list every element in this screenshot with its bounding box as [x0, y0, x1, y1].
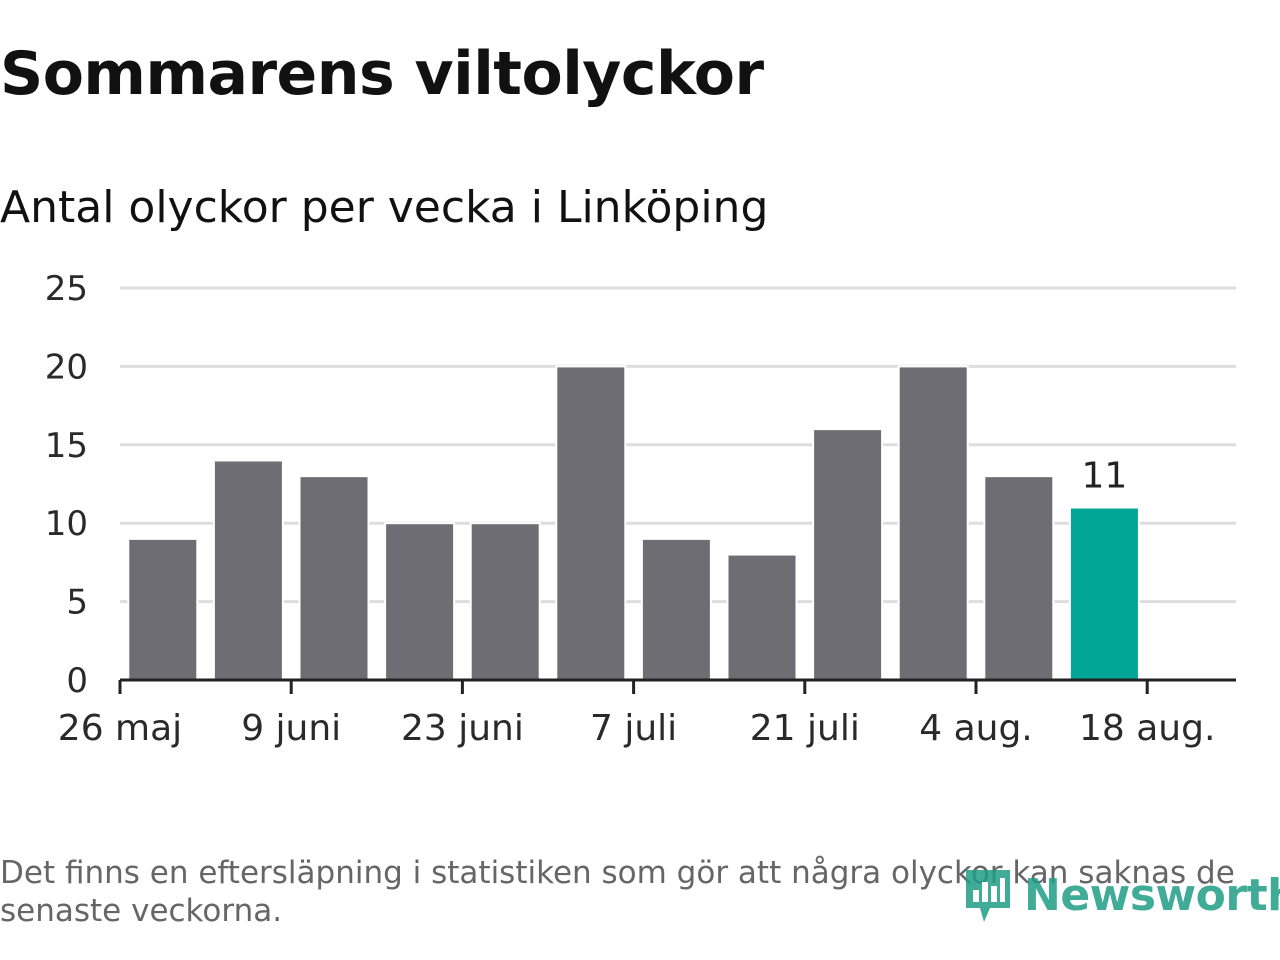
- x-tick-label: 18 aug.: [1079, 708, 1215, 749]
- y-axis-ticks: 0 5 10 15 20 25: [45, 269, 88, 701]
- newsworthy-logo-icon: [966, 870, 1010, 922]
- y-tick-label: 20: [45, 347, 88, 387]
- x-tick-label: 9 juni: [241, 708, 341, 749]
- data-label: 11: [1081, 456, 1127, 497]
- bar-highlight: [1068, 506, 1140, 681]
- bar: [555, 365, 627, 682]
- y-tick-label: 25: [45, 269, 88, 309]
- x-axis-ticks: 26 maj 9 juni 23 juni 7 juli 21 juli 4 aug. 18…: [58, 680, 1215, 749]
- y-tick-label: 5: [66, 583, 88, 623]
- bar: [640, 537, 712, 681]
- x-tick-label: 4 aug.: [919, 708, 1033, 749]
- bar: [469, 522, 541, 682]
- x-tick-label: 21 juli: [750, 708, 860, 749]
- bar: [298, 475, 370, 681]
- x-tick-label: 23 juni: [401, 708, 524, 749]
- logo-text: Newsworthy: [1024, 869, 1280, 921]
- bar: [212, 459, 284, 681]
- bar: [726, 553, 798, 681]
- footnote: Det finns en eftersläpning i statistiken…: [0, 855, 1235, 929]
- x-tick-label: 26 maj: [58, 708, 182, 749]
- chart-subtitle: Antal olyckor per vecka i Linköping: [0, 182, 769, 233]
- bar: [127, 537, 199, 681]
- x-tick-label: 7 juli: [590, 708, 677, 749]
- y-tick-label: 0: [66, 661, 88, 701]
- newsworthy-logo: Newsworthy: [962, 862, 1280, 928]
- bar: [983, 475, 1055, 681]
- bar: [812, 428, 884, 681]
- bar: [897, 365, 969, 682]
- y-tick-label: 15: [45, 426, 88, 466]
- bar-chart: 0 5 10 15 20 25 26 maj 9 juni 23 juni 7 juli 21 j…: [45, 269, 1236, 749]
- data-labels: 11: [1081, 456, 1127, 497]
- bars: [127, 365, 1140, 682]
- bar: [384, 522, 456, 682]
- chart-title: Sommarens viltolyckor: [0, 39, 764, 109]
- y-tick-label: 10: [45, 504, 88, 544]
